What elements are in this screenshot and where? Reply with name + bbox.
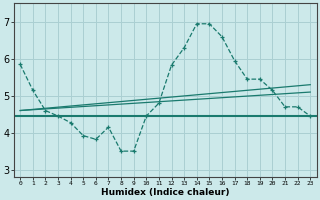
X-axis label: Humidex (Indice chaleur): Humidex (Indice chaleur): [101, 188, 229, 197]
